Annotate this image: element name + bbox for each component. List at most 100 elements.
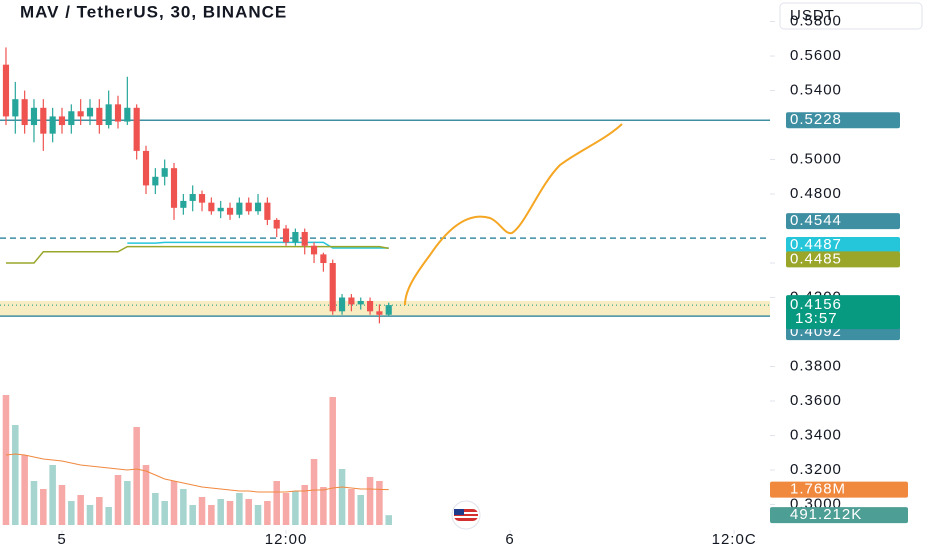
volume-bar (348, 489, 355, 525)
volume-bar (310, 459, 318, 525)
volume-bar (236, 493, 243, 525)
price-badge-label: 0.5228 (790, 111, 842, 128)
volume-bar (124, 481, 131, 525)
candle-body (254, 202, 262, 212)
volume-bar (301, 485, 308, 525)
y-tick-label: 0.5800 (790, 13, 842, 30)
volume-bar (12, 425, 19, 525)
candle-body (226, 207, 234, 215)
candle-body (348, 297, 355, 305)
volume-bar (105, 507, 112, 525)
y-tick-label: 0.3600 (790, 392, 842, 409)
candle-body (320, 254, 327, 264)
price-badge-label: 0.4544 (790, 212, 842, 229)
volume-bar (254, 505, 262, 525)
volume-badge (770, 507, 908, 524)
flag-icon[interactable] (451, 500, 481, 530)
volume-badge-label: 1.768M (790, 481, 846, 498)
volume-bar (170, 481, 178, 525)
price-zone (0, 300, 770, 317)
price-axis (770, 0, 932, 550)
candle-body (310, 245, 318, 255)
y-tick-label: 0.5600 (790, 47, 842, 64)
candle-body (142, 150, 150, 186)
candle-body (198, 194, 206, 203)
price-badge (786, 213, 900, 230)
candle-body (105, 104, 112, 126)
projection-drawing (404, 123, 623, 306)
candle-body (264, 202, 271, 220)
volume-bar (329, 397, 336, 525)
candle-body (170, 168, 178, 208)
candle-body (385, 305, 392, 315)
volume-bar (96, 497, 103, 525)
candle-body (124, 107, 131, 122)
candle-body (292, 231, 299, 243)
candle-body (133, 107, 140, 151)
x-tick-label: 5 (57, 531, 66, 548)
price-badge (786, 237, 900, 254)
price-badge-label: 0.4485 (790, 250, 842, 267)
price-badge (786, 251, 900, 268)
currency-label[interactable]: USDT (790, 7, 835, 24)
volume-badge (770, 481, 908, 498)
volume-bar (161, 501, 168, 525)
volume-badge-label: 491.212K (790, 506, 862, 523)
volume-bar (189, 505, 196, 525)
volume-bar (357, 495, 364, 525)
candle-body (329, 263, 336, 312)
candle-body (245, 202, 252, 212)
volume-bar (77, 495, 84, 525)
candle-body (77, 111, 84, 117)
volume-bar (385, 515, 393, 525)
currency-button[interactable] (779, 2, 923, 30)
candle-body (161, 168, 168, 177)
volume-bar (86, 505, 94, 525)
volume-bar (142, 465, 150, 525)
volume-bar (366, 477, 374, 525)
candle-body (21, 99, 28, 126)
candle-body (30, 107, 38, 126)
candle-body (58, 116, 66, 126)
chart-title: MAV / TetherUS, 30, BINANCE (20, 2, 287, 21)
y-tick-label: 0.3800 (790, 357, 842, 374)
volume-bar (180, 489, 187, 525)
volume-bar (114, 475, 122, 525)
price-badge (786, 112, 900, 129)
y-tick-label: 0.3400 (790, 426, 842, 443)
candle-body (12, 99, 19, 117)
candle-body (152, 176, 159, 186)
candle-body (96, 107, 103, 126)
candle-body (301, 231, 308, 246)
current-price-label: 0.4156 (790, 296, 842, 313)
candle-body (217, 207, 224, 212)
volume-bar (376, 481, 383, 525)
candle-body (40, 107, 47, 134)
volume-bar (226, 501, 234, 525)
x-tick-label: 12:0C (712, 531, 757, 548)
candle-body (180, 200, 187, 208)
candle-body (208, 202, 215, 212)
candle-body (338, 297, 346, 312)
volume-bar (30, 481, 38, 525)
volume-bar (338, 469, 346, 525)
candle-body (68, 111, 75, 126)
volume-ma-line (5, 453, 389, 493)
volume-bar (320, 487, 327, 525)
volume-bar (21, 455, 28, 525)
candle-body (282, 228, 290, 243)
candle-body (86, 107, 94, 117)
volume-bar (208, 505, 215, 525)
candle-body (114, 104, 122, 122)
moving-average-line (127, 241, 389, 249)
volume-bar (292, 491, 299, 525)
current-price-badge (786, 295, 900, 330)
volume-bar (217, 499, 224, 525)
volume-bar (152, 493, 159, 525)
moving-average-line (5, 245, 389, 264)
x-tick-label: 12:00 (265, 531, 308, 548)
volume-bar (2, 395, 10, 525)
volume-bar (49, 465, 56, 525)
y-tick-label: 0.4800 (790, 185, 842, 202)
volume-bar (264, 501, 271, 525)
